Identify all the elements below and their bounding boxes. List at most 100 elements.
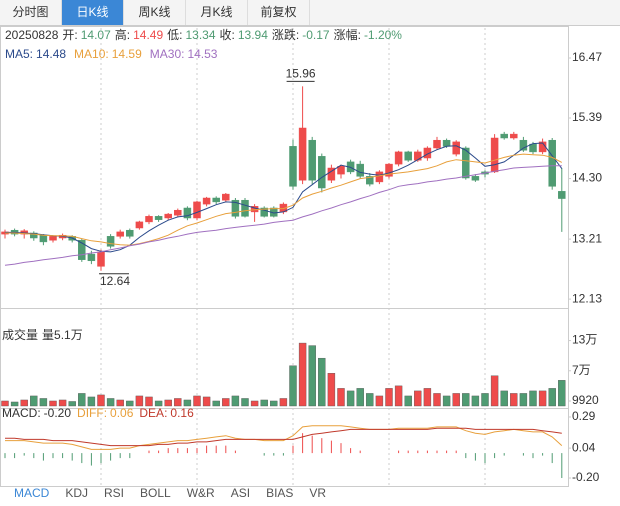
ma-label: MA5: <box>5 47 33 61</box>
indicator-tab[interactable]: RSI <box>104 486 125 500</box>
candle-body <box>164 213 172 219</box>
volume-bar <box>1 400 9 407</box>
candle-body <box>298 127 307 181</box>
dea-line <box>5 427 562 447</box>
indicator-tabs: MACD KDJ RSI BOLL W&R ASI BIAS VR <box>6 486 334 500</box>
volume-bar <box>193 395 201 407</box>
candle-body <box>193 201 201 219</box>
volume-bar <box>241 398 249 407</box>
volume-bar <box>116 399 124 407</box>
indicator-tab[interactable]: BOLL <box>140 486 171 500</box>
volume-bar <box>97 394 105 407</box>
volume-bar <box>442 395 451 407</box>
info-value: 13.94 <box>238 28 268 42</box>
macd-label: DEA: <box>139 406 167 420</box>
frame <box>0 26 569 487</box>
ma-line <box>4 165 562 266</box>
volume-bar <box>510 393 518 407</box>
period-tab[interactable]: 月K线 <box>186 0 248 25</box>
candle-body <box>442 139 451 147</box>
candle-body <box>87 253 96 262</box>
volume-bar <box>49 400 57 407</box>
y-tick-label: 15.39 <box>572 110 602 124</box>
volume-bar <box>154 400 163 407</box>
y-tick-label: 7万 <box>572 363 591 377</box>
y-tick-label: 0.29 <box>572 409 596 423</box>
volume-bar <box>260 399 268 407</box>
candle-body <box>490 137 499 173</box>
volume-bar <box>385 388 393 407</box>
volume-bar <box>433 393 441 407</box>
volume-bar <box>145 396 153 407</box>
volume-bar <box>212 400 220 407</box>
candle-body <box>183 207 192 219</box>
ma-value: 14.59 <box>112 47 142 61</box>
volume-bar <box>308 345 316 407</box>
info-label: 开: <box>62 28 77 42</box>
period-tab[interactable]: 日K线 <box>62 0 124 25</box>
candle-body <box>510 133 518 139</box>
volume-bar <box>270 400 278 407</box>
candle-body <box>385 163 393 177</box>
macd-value: 0.16 <box>170 406 194 420</box>
candle-body <box>529 143 537 153</box>
volume-name: 成交量 <box>2 327 38 342</box>
period-tab[interactable]: 周K线 <box>124 0 186 25</box>
ma-line <box>5 153 563 246</box>
indicator-tab[interactable]: VR <box>309 486 327 500</box>
candle-body <box>462 147 470 179</box>
y-tick-label: -0.20 <box>572 470 600 484</box>
candle-body <box>174 209 182 216</box>
candle-body <box>308 139 316 181</box>
volume-bar <box>327 373 336 407</box>
candle-body <box>106 236 115 247</box>
volume-bar <box>183 399 192 407</box>
ma-value: 14.48 <box>36 47 66 61</box>
period-tab[interactable]: 分时图 <box>0 0 62 25</box>
y-tick-label: 13.21 <box>572 231 602 245</box>
candle-body <box>471 176 480 181</box>
volume-bar <box>366 393 374 407</box>
ma-legend: MA5: 14.48 MA10: 14.59 MA30: 14.53 <box>5 47 218 61</box>
info-value: 14.49 <box>133 28 163 42</box>
volume-bar <box>548 388 556 407</box>
candle-body <box>39 234 48 243</box>
volume-bar <box>68 401 76 407</box>
candle-body <box>30 232 38 239</box>
volume-bar <box>126 400 134 407</box>
macd-value: 0.06 <box>110 406 134 420</box>
volume-bar <box>298 342 307 407</box>
volume-bar <box>346 390 355 407</box>
volume-bar <box>135 395 144 407</box>
indicator-tab[interactable]: ASI <box>230 486 251 500</box>
candle-body <box>78 239 86 260</box>
volume-bar <box>289 365 297 407</box>
indicator-tab[interactable]: KDJ <box>65 486 89 500</box>
volume-bar <box>202 396 211 407</box>
volume-bar <box>538 390 547 407</box>
info-label: 高: <box>115 27 130 42</box>
candle-body <box>154 216 163 220</box>
candle-body <box>452 141 460 155</box>
info-value: -1.20% <box>364 28 402 42</box>
candle-body <box>519 139 528 151</box>
ma-label: MA10: <box>74 47 109 61</box>
info-line: 20250828 开: 14.07 高: 14.49 低: 13.34 收: 13.94 涨跌: -… <box>5 27 402 42</box>
indicator-tab[interactable]: W&R <box>186 486 215 500</box>
volume-bar <box>375 395 384 407</box>
indicator-tab[interactable]: BIAS <box>266 486 294 500</box>
info-label: 涨幅: <box>334 27 361 42</box>
indicator-tab[interactable]: MACD <box>14 486 50 500</box>
period-tabs: 分时图 日K线 周K线 月K线 前复权 <box>0 0 620 26</box>
candle-body <box>116 231 124 237</box>
info-value: 14.07 <box>81 28 111 42</box>
y-tick-label: 0.04 <box>572 440 596 454</box>
volume-bar <box>318 357 326 407</box>
volume-bar <box>39 398 48 407</box>
period-tab[interactable]: 前复权 <box>248 0 310 25</box>
volume-bar <box>404 395 412 407</box>
candle-body <box>126 229 134 237</box>
volume-bar <box>231 395 240 407</box>
macd-legend: MACD: -0.20 DIFF: 0.06 DEA: 0.16 <box>2 406 194 420</box>
